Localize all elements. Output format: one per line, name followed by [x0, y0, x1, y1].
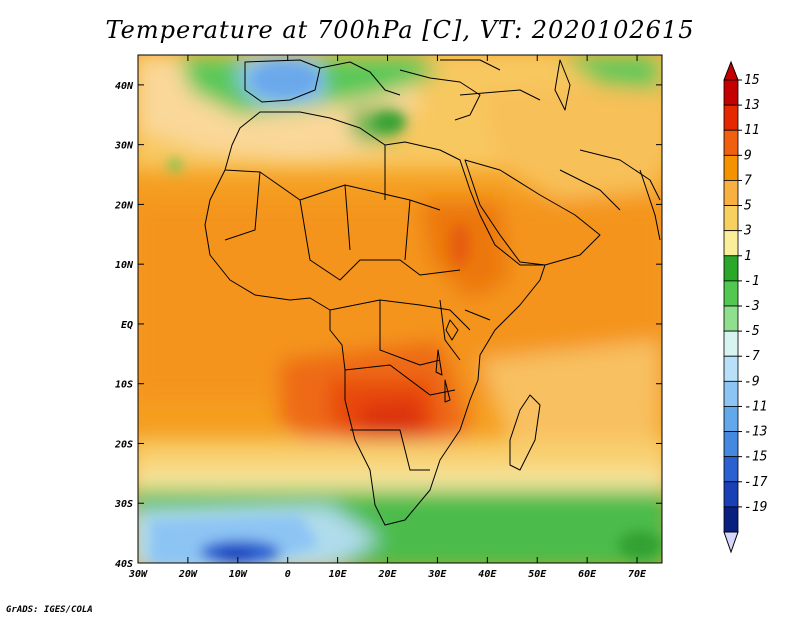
colorbar-top-arrow — [723, 60, 739, 81]
colorbar-swatch — [723, 380, 739, 407]
colorbar-label: -9 — [744, 374, 760, 389]
x-tick-label: 60E — [578, 569, 597, 580]
colorbar-swatch — [723, 104, 739, 131]
y-tick-label: 20S — [114, 439, 133, 450]
y-tick-label: 20N — [114, 200, 134, 211]
x-tick-label: 20E — [377, 569, 397, 580]
colorbar-label: 11 — [744, 123, 760, 138]
colorbar-label: -5 — [744, 324, 760, 339]
y-tick-label: 40S — [115, 559, 133, 570]
colorbar-swatch — [723, 456, 739, 483]
colorbar-label: 7 — [744, 173, 752, 188]
colorbar-label: -1 — [744, 274, 760, 289]
colorbar-swatch — [723, 205, 739, 232]
colorbar-label: -11 — [744, 399, 767, 414]
colorbar-label: 1 — [744, 249, 752, 264]
x-tick-label: 10E — [329, 569, 348, 580]
colorbar-label: 3 — [743, 224, 752, 239]
colorbar-swatch — [723, 305, 739, 332]
chart-title: Temperature at 700hPa [C], VT: 202010261… — [105, 16, 695, 44]
colorbar-swatch — [723, 506, 739, 533]
x-axis-ticks: 30W 20W 10W 0 10E 20E 30E 40E 50E 60E 70E — [128, 55, 647, 580]
x-tick-label: 10W — [229, 569, 248, 580]
y-tick-label: 30N — [114, 141, 134, 152]
y-tick-label: 40N — [115, 81, 134, 92]
credit-text: GrADS: IGES/COLA — [6, 605, 93, 615]
y-tick-label: 30S — [114, 499, 133, 510]
colorbar-label: 5 — [744, 199, 752, 214]
colorbar-swatch — [723, 230, 739, 257]
plot-frame — [137, 54, 663, 564]
x-tick-label: 70E — [628, 569, 647, 580]
colorbar-swatch — [723, 129, 739, 156]
colorbar-swatch — [723, 79, 739, 106]
y-axis-ticks: 40N 30N 20N 10N EQ 10S 20S 30S 40S — [114, 81, 662, 570]
x-tick-label: 0 — [285, 569, 291, 580]
colorbar-swatch — [723, 406, 739, 432]
x-tick-label: 20W — [178, 569, 198, 580]
colorbar-label: -7 — [744, 349, 760, 364]
colorbar: 15 13 11 9 7 5 3 1 -1 -3 -5 -7 -9 -11 -13 -15 -17 -19 — [723, 60, 768, 554]
colorbar-swatch — [723, 255, 739, 282]
colorbar-label: -19 — [744, 500, 767, 515]
colorbar-swatch — [723, 280, 739, 307]
colorbar-label: -15 — [744, 450, 768, 465]
x-tick-label: 40E — [478, 569, 497, 580]
colorbar-label: 15 — [744, 73, 760, 88]
y-tick-label: EQ — [121, 320, 133, 331]
colorbar-swatch — [723, 431, 739, 458]
y-tick-label: 10N — [115, 260, 134, 271]
colorbar-bottom-arrow — [723, 531, 739, 554]
colorbar-label: -3 — [744, 299, 760, 314]
colorbar-label: 9 — [744, 148, 752, 163]
colorbar-swatch — [723, 481, 739, 508]
colorbar-swatch — [723, 355, 739, 382]
colorbar-label: -17 — [744, 475, 768, 490]
y-tick-label: 10S — [115, 380, 133, 391]
colorbar-swatch — [723, 180, 739, 206]
colorbar-swatch — [723, 330, 739, 357]
coastlines — [204, 59, 661, 526]
colorbar-label: 13 — [744, 98, 760, 113]
colorbar-label: -13 — [744, 425, 767, 440]
x-tick-label: 30E — [427, 569, 447, 580]
temperature-field — [138, 55, 662, 563]
x-tick-label: 50E — [528, 569, 547, 580]
x-tick-label: 30W — [128, 569, 148, 580]
colorbar-swatch — [723, 154, 739, 181]
